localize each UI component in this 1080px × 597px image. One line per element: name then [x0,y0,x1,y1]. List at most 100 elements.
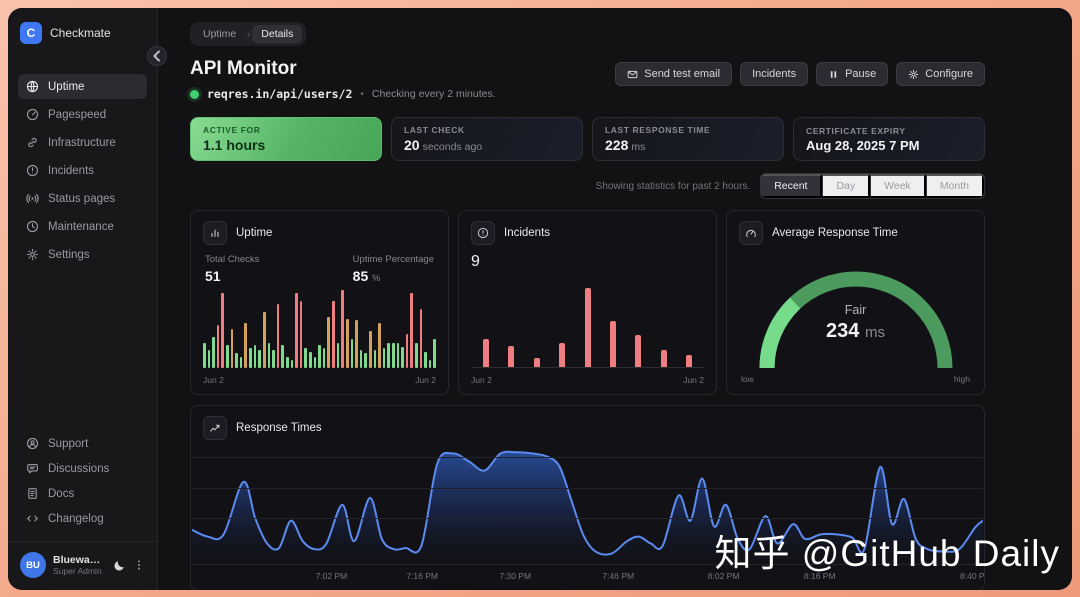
stats-range-caption: Showing statistics for past 2 hours. [595,180,751,192]
sidebar-item-label: Status pages [48,192,116,205]
sidebar-item-label: Pagespeed [48,108,107,121]
charts-row: Uptime Total Checks 51 Uptime Percentage… [190,210,985,395]
status-dot [190,89,199,99]
button-label: Configure [925,68,973,80]
gauge-max-label: high [953,374,970,384]
user-name: Bluewave U... [53,554,106,566]
response-area-chart [192,450,983,565]
uptime-bar [341,290,344,368]
uptime-percentage: Uptime Percentage 85 % [353,254,434,284]
card-title: Average Response Time [772,227,898,239]
brand-name: Checkmate [50,26,111,40]
stat-value: 1.1 hours [203,137,266,153]
sidebar-item-label: Docs [48,487,75,500]
time-range-segmented-control: Recent Day Week Month [760,173,985,199]
card-header: Response Times [203,416,972,440]
uptime-bar [267,343,271,368]
uptime-x-axis: Jun 2 Jun 2 [203,375,436,385]
incidents-bars-chart [471,260,704,368]
sidebar-item-support[interactable]: Support [18,431,147,456]
incident-bar [635,334,642,367]
x-tick-label: 8:16 PM [803,571,836,581]
incident-bar [686,355,692,367]
x-tick-label: 7:16 PM [406,571,438,581]
uptime-bar [424,351,427,368]
sidebar-item-uptime[interactable]: Uptime [18,74,147,99]
dark-mode-toggle[interactable] [113,559,126,572]
range-day-button[interactable]: Day [822,174,871,198]
gauge-readout: Fair 234 ms [727,303,984,343]
breadcrumb-uptime[interactable]: Uptime [203,28,237,40]
meta-separator: • [360,88,364,100]
gauge-value: 234 ms [826,320,885,342]
configure-button[interactable]: Configure [896,62,985,86]
card-header: Uptime [203,221,436,245]
uptime-bar [244,322,248,368]
stat-value: 228 ms [605,137,646,153]
kebab-menu-icon [138,560,140,570]
sidebar-item-label: Uptime [48,80,85,93]
uptime-bar [290,359,294,368]
stat-card-certificate-expiry: CERTIFICATE EXPIRY Aug 28, 2025 7 PM [793,117,985,161]
broadcast-icon [26,193,39,204]
sidebar-item-status-pages[interactable]: Status pages [18,186,147,211]
uptime-bar [221,292,225,368]
send-test-email-button[interactable]: Send test email [615,62,733,86]
card-title: Uptime [236,227,273,239]
uptime-bar [382,348,386,368]
uptime-bar [415,343,418,368]
uptime-bar [405,333,409,368]
sidebar-collapse-button[interactable] [147,46,167,66]
sidebar-item-changelog[interactable]: Changelog [18,506,147,531]
uptime-bar [281,345,284,368]
monitor-title-block: API Monitor reqres.in/api/users/2 • Chec… [190,58,496,101]
x-axis-end-label: Jun 2 [415,375,436,385]
stat-card-last-check: LAST CHECK 20 seconds ago [391,117,583,161]
x-tick-label: 7:02 PM [315,571,348,581]
sidebar-item-label: Infrastructure [48,136,116,149]
trend-line-icon [210,424,220,432]
uptime-bar [318,345,321,368]
uptime-bar [410,292,414,368]
user-options-button[interactable] [133,559,145,571]
incidents-count: 9 [471,253,480,270]
sidebar-item-docs[interactable]: Docs [18,481,147,506]
uptime-bar [309,351,312,368]
range-recent-button[interactable]: Recent [761,174,823,198]
uptime-bar [336,343,340,368]
uptime-bars-chart [203,286,437,368]
sidebar-item-pagespeed[interactable]: Pagespeed [18,102,147,127]
stat-label: LAST CHECK [404,125,465,135]
stats-row: ACTIVE FOR 1.1 hours LAST CHECK 20 second… [190,117,985,161]
user-menu[interactable]: BU Bluewave U... Super Admin [18,550,147,580]
range-month-button[interactable]: Month [925,174,984,198]
pause-button[interactable]: Pause [816,62,889,86]
uptime-stats: Total Checks 51 Uptime Percentage 85 % [203,254,436,284]
sidebar-item-maintenance[interactable]: Maintenance [18,214,147,239]
sidebar-item-discussions[interactable]: Discussions [18,456,147,481]
breadcrumb-details[interactable]: Details [252,25,303,43]
button-label: Send test email [644,68,721,80]
monitor-url[interactable]: reqres.in/api/users/2 [207,87,353,101]
uptime-bar [295,292,298,368]
gear-icon [909,69,919,79]
total-checks-value: 51 [205,268,221,284]
sidebar-item-incidents[interactable]: Incidents [18,158,147,183]
sidebar-item-settings[interactable]: Settings [18,242,147,267]
monitor-actions: Send test email Incidents Pause Configur… [615,62,985,86]
incidents-card: Incidents 9 Jun 2 Jun 2 [458,210,717,395]
pause-icon [830,70,837,78]
uptime-bar [216,325,220,368]
uptime-bar [313,356,317,368]
incidents-button[interactable]: Incidents [740,62,809,86]
gridline [192,564,983,565]
sidebar-item-infrastructure[interactable]: Infrastructure [18,130,147,155]
uptime-bar [276,304,280,368]
uptime-bar [350,339,354,368]
sidebar-item-label: Settings [48,248,90,261]
range-week-button[interactable]: Week [870,174,926,198]
uptime-bar [230,328,234,368]
speedometer-icon [26,108,39,121]
checkmate-logo: C [20,22,42,44]
filter-row: Showing statistics for past 2 hours. Rec… [190,173,985,199]
